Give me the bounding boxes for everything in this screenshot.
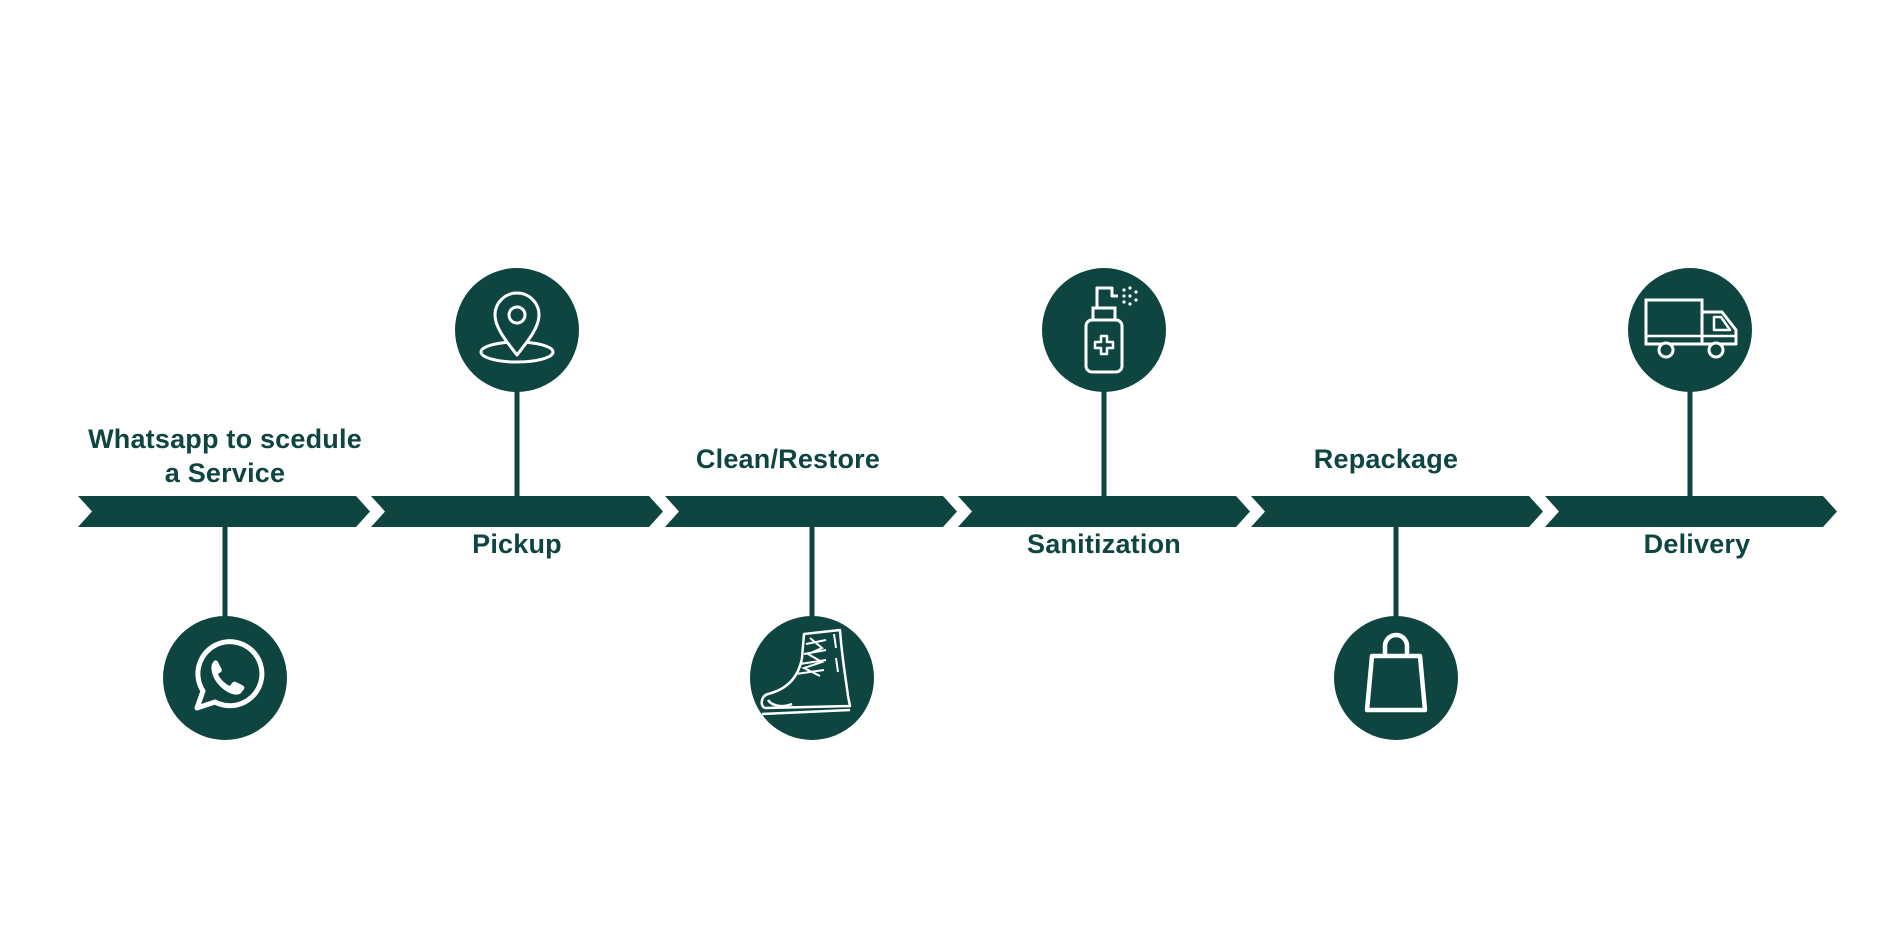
timeline-segment-6 xyxy=(1545,496,1837,527)
sanitizer-spray-icon xyxy=(1084,286,1138,374)
step-label-pickup: Pickup xyxy=(472,529,562,559)
timeline-segment-4 xyxy=(958,496,1250,527)
step-label-whatsapp: Whatsapp to scedule a Service xyxy=(88,424,362,488)
step-label-clean-restore: Clean/Restore xyxy=(695,444,881,474)
icon-badge-3 xyxy=(750,616,874,740)
icon-badge-2 xyxy=(455,268,579,392)
timeline-segment-1 xyxy=(78,496,370,527)
step-label-repackage: Repackage xyxy=(1313,444,1459,474)
location-pin-icon xyxy=(479,291,555,364)
shopping-bag-icon xyxy=(1364,632,1428,713)
boot-icon xyxy=(760,628,852,716)
whatsapp-icon xyxy=(194,639,265,711)
icon-badge-6 xyxy=(1628,268,1752,392)
delivery-truck-icon xyxy=(1644,298,1738,359)
icon-badge-5 xyxy=(1334,616,1458,740)
timeline-segment-2 xyxy=(371,496,663,527)
icon-badge-4 xyxy=(1042,268,1166,392)
timeline-segment-3 xyxy=(665,496,957,527)
timeline-segment-5 xyxy=(1251,496,1543,527)
step-label-sanitization: Sanitization xyxy=(1027,529,1181,559)
icon-badge-1 xyxy=(163,616,287,740)
step-label-delivery: Delivery xyxy=(1643,529,1751,559)
